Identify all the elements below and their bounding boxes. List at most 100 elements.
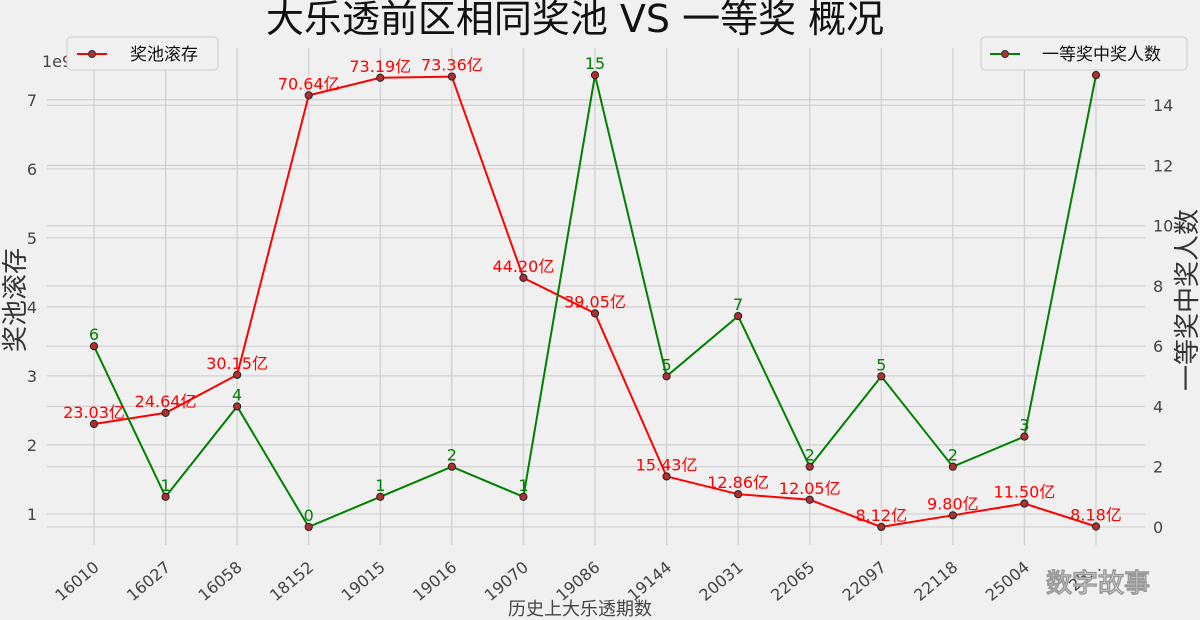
series-point-pool — [89, 419, 99, 429]
x-axis-label: 历史上大乐透期数 — [508, 599, 652, 620]
legend-left-swatch-marker — [88, 50, 96, 58]
series-point-pool — [877, 522, 886, 532]
left-y-tick-label: 1 — [27, 505, 37, 524]
data-label-winners: 7 — [733, 295, 743, 314]
series-point-winners — [805, 462, 814, 471]
series-point-winners — [161, 492, 170, 501]
series-point-pool — [734, 490, 743, 499]
data-label-winners: 2 — [447, 446, 457, 465]
left-y-tick-label: 6 — [27, 160, 37, 179]
right-y-tick-label: 4 — [1153, 397, 1163, 416]
x-tick-label: 19015 — [338, 558, 389, 605]
x-tick-label: 22097 — [839, 558, 890, 605]
right-y-tick-label: 12 — [1153, 156, 1173, 175]
data-label-pool: 23.03亿 — [63, 403, 125, 422]
series-point-pool — [662, 472, 671, 481]
x-tick-label: 25004 — [982, 558, 1033, 605]
x-tick-label: 20031 — [696, 558, 747, 605]
series-point-winners — [376, 492, 385, 501]
left-y-tick-label: 7 — [27, 91, 37, 110]
left-y-axis-label: 奖池滚存 — [1, 248, 31, 352]
right-y-axis-label: 一等奖中奖人数 — [1173, 209, 1200, 391]
right-y-tick-label: 2 — [1153, 458, 1163, 477]
data-label-winners: 6 — [89, 325, 99, 344]
left-y-tick-label: 2 — [27, 436, 37, 455]
legend-left: 奖池滚存 — [66, 36, 219, 71]
left-y-tick-label: 5 — [27, 229, 37, 248]
watermark: 数字故事 — [1046, 568, 1150, 599]
data-label-winners: 5 — [876, 355, 886, 374]
legend-right-box — [980, 36, 1188, 71]
series-point-pool — [948, 511, 957, 520]
series-point-winners — [1091, 71, 1101, 80]
data-label-winners: 15 — [585, 54, 605, 73]
x-tick-label: 19016 — [409, 558, 460, 605]
series-point-pool — [590, 309, 600, 318]
series-point-pool — [376, 73, 385, 82]
data-label-pool: 8.18亿 — [1070, 506, 1122, 525]
left-axis-exponent: 1e9 — [42, 52, 72, 71]
x-tick-label: 19144 — [624, 558, 675, 605]
series-point-pool — [519, 273, 528, 282]
series-point-pool — [805, 495, 814, 504]
series-point-winners — [948, 462, 957, 471]
series-point-winners — [519, 492, 528, 501]
right-y-ticks: 0 2 4 6 8 10 12 14 — [1153, 96, 1173, 537]
series-point-winners — [89, 342, 99, 351]
x-tick-label: 22118 — [910, 558, 961, 605]
series-point-winners — [734, 311, 743, 321]
series-point-pool — [1091, 522, 1101, 531]
data-label-winners: 2 — [805, 446, 815, 465]
series-layer — [89, 71, 1101, 532]
left-y-tick-label: 4 — [27, 298, 37, 317]
grid-lines — [47, 48, 1145, 545]
data-label-winners: 4 — [232, 385, 242, 404]
data-label-pool: 15.43亿 — [636, 455, 698, 474]
left-y-tick-label: 3 — [27, 367, 37, 386]
data-label-winners: 1 — [160, 476, 170, 495]
data-label-pool: 24.64亿 — [135, 392, 197, 411]
left-y-ticks: 1 2 3 4 5 6 7 — [27, 91, 37, 524]
legend-left-box — [66, 36, 219, 71]
series-point-pool — [1020, 499, 1029, 508]
x-tick-label: 16027 — [123, 558, 174, 605]
data-label-pool: 12.86亿 — [707, 473, 769, 492]
data-label-winners: 1 — [375, 476, 385, 495]
data-label-winners: 5 — [661, 355, 671, 374]
chart-title: 大乐透前区相同奖池 VS 一等奖 概况 — [266, 0, 884, 41]
series-point-winners — [447, 462, 456, 471]
series-point-winners — [877, 372, 886, 381]
legend-right: 一等奖中奖人数 — [980, 36, 1188, 71]
series-point-winners — [233, 402, 242, 411]
series-point-pool — [447, 72, 456, 81]
series-point-pool — [161, 408, 170, 417]
data-label-pool: 8.12亿 — [855, 506, 907, 525]
x-tick-label: 19070 — [481, 558, 532, 605]
legend-left-label: 奖池滚存 — [130, 45, 198, 65]
legend-right-swatch-marker — [1001, 50, 1009, 58]
series-point-winners — [1020, 432, 1029, 441]
data-label-pool: 12.05亿 — [779, 479, 841, 498]
series-point-pool — [304, 91, 313, 100]
data-label-pool: 73.19亿 — [349, 57, 411, 76]
data-label-pool: 9.80亿 — [927, 494, 979, 513]
right-y-tick-label: 10 — [1153, 217, 1173, 236]
data-label-pool: 70.64亿 — [278, 74, 340, 93]
x-tick-label: 16010 — [51, 558, 102, 605]
data-label-pool: 39.05亿 — [564, 292, 626, 311]
x-tick-label: 22065 — [767, 558, 818, 605]
x-tick-label: 19086 — [552, 558, 603, 605]
right-y-tick-label: 8 — [1153, 277, 1163, 296]
data-label-winners: 0 — [304, 506, 314, 525]
data-label-winners: 3 — [1019, 416, 1029, 435]
data-label-winners: 1 — [518, 476, 528, 495]
data-label-pool: 11.50亿 — [994, 483, 1056, 502]
data-label-pool: 44.20亿 — [493, 257, 555, 276]
x-tick-label: 18152 — [266, 558, 317, 605]
series-point-winners — [590, 71, 600, 80]
right-y-tick-label: 6 — [1153, 337, 1163, 356]
right-y-tick-label: 0 — [1153, 518, 1163, 537]
series-point-pool — [233, 370, 242, 379]
